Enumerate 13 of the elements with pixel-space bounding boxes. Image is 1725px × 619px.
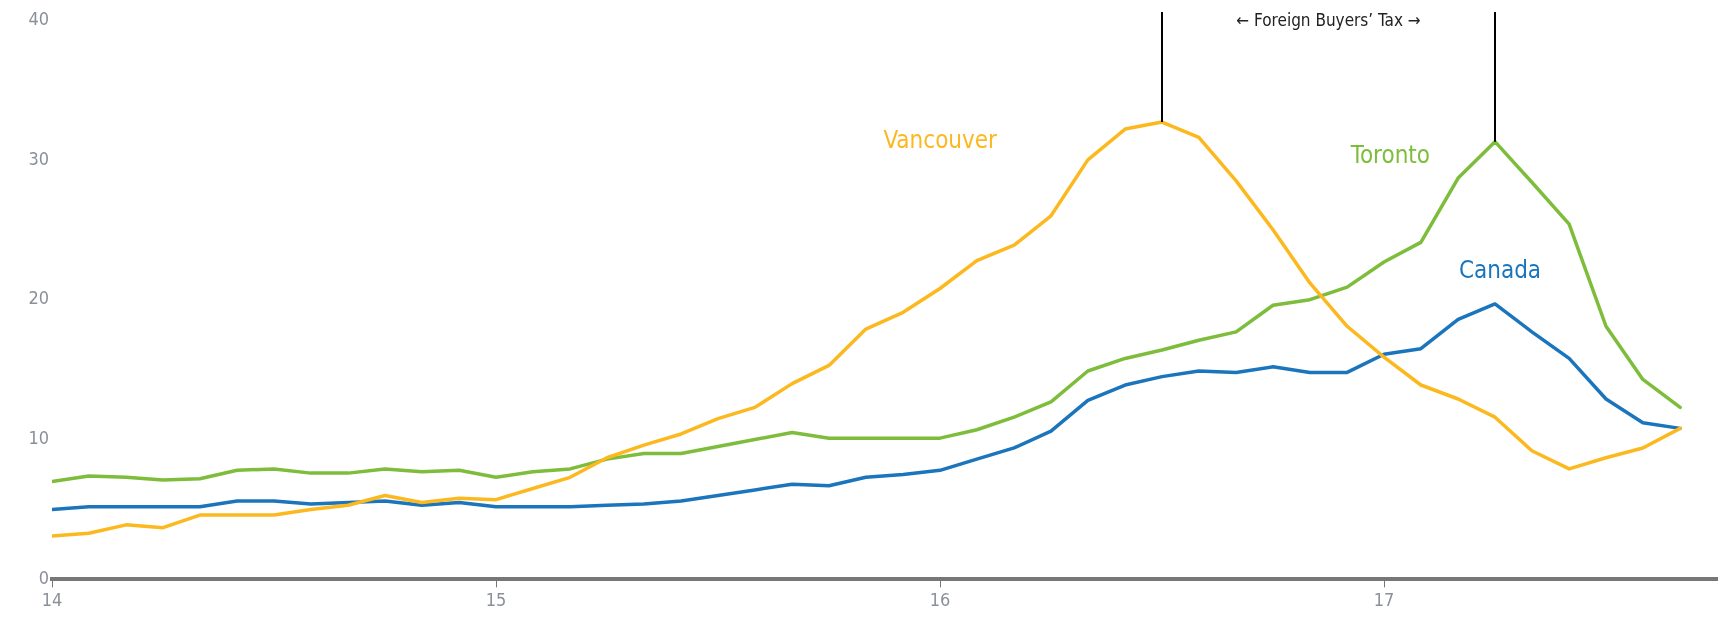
series-label: Toronto: [1349, 140, 1430, 169]
x-tick-label: 16: [929, 588, 951, 610]
x-tick-label: 17: [1373, 588, 1395, 610]
y-tick-label: 10: [28, 427, 49, 449]
x-tick-label: 14: [41, 588, 63, 610]
y-tick-label: 40: [28, 7, 49, 29]
y-tick-label: 30: [28, 147, 49, 169]
text: Vancouver: [883, 126, 998, 155]
series-label: Canada: [1458, 256, 1542, 285]
x-tick-label: 15: [485, 588, 507, 610]
annotation: ← Foreign Buyers’ Tax →: [1236, 10, 1421, 31]
y-tick-label: 20: [28, 287, 49, 309]
y-tick-label: 0: [38, 567, 49, 589]
